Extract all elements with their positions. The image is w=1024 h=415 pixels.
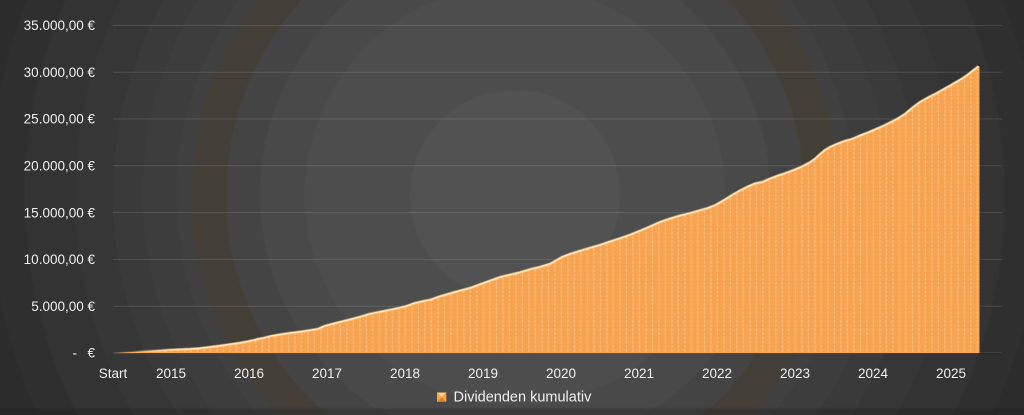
- svg-text:30.000,00 €: 30.000,00 €: [24, 65, 96, 80]
- svg-text:15.000,00 €: 15.000,00 €: [24, 205, 96, 220]
- svg-text:2025: 2025: [936, 366, 966, 381]
- svg-text:2019: 2019: [468, 366, 498, 381]
- svg-text:-: -: [73, 346, 78, 361]
- svg-text:2024: 2024: [858, 366, 889, 381]
- svg-text:2015: 2015: [156, 366, 186, 381]
- svg-text:10.000,00 €: 10.000,00 €: [24, 252, 96, 267]
- svg-text:2020: 2020: [546, 366, 576, 381]
- svg-text:5.000,00 €: 5.000,00 €: [31, 299, 95, 314]
- svg-text:Dividenden kumulativ: Dividenden kumulativ: [454, 390, 593, 406]
- svg-text:2017: 2017: [312, 366, 342, 381]
- svg-text:Start: Start: [99, 366, 128, 381]
- svg-text:2018: 2018: [390, 366, 420, 381]
- svg-text:2016: 2016: [234, 366, 264, 381]
- svg-text:25.000,00 €: 25.000,00 €: [24, 112, 96, 127]
- svg-text:20.000,00 €: 20.000,00 €: [24, 159, 96, 174]
- svg-text:2021: 2021: [624, 366, 654, 381]
- svg-text:35.000,00 €: 35.000,00 €: [24, 18, 96, 33]
- svg-text:€: €: [87, 346, 95, 361]
- svg-text:2022: 2022: [702, 366, 732, 381]
- svg-text:2023: 2023: [780, 366, 810, 381]
